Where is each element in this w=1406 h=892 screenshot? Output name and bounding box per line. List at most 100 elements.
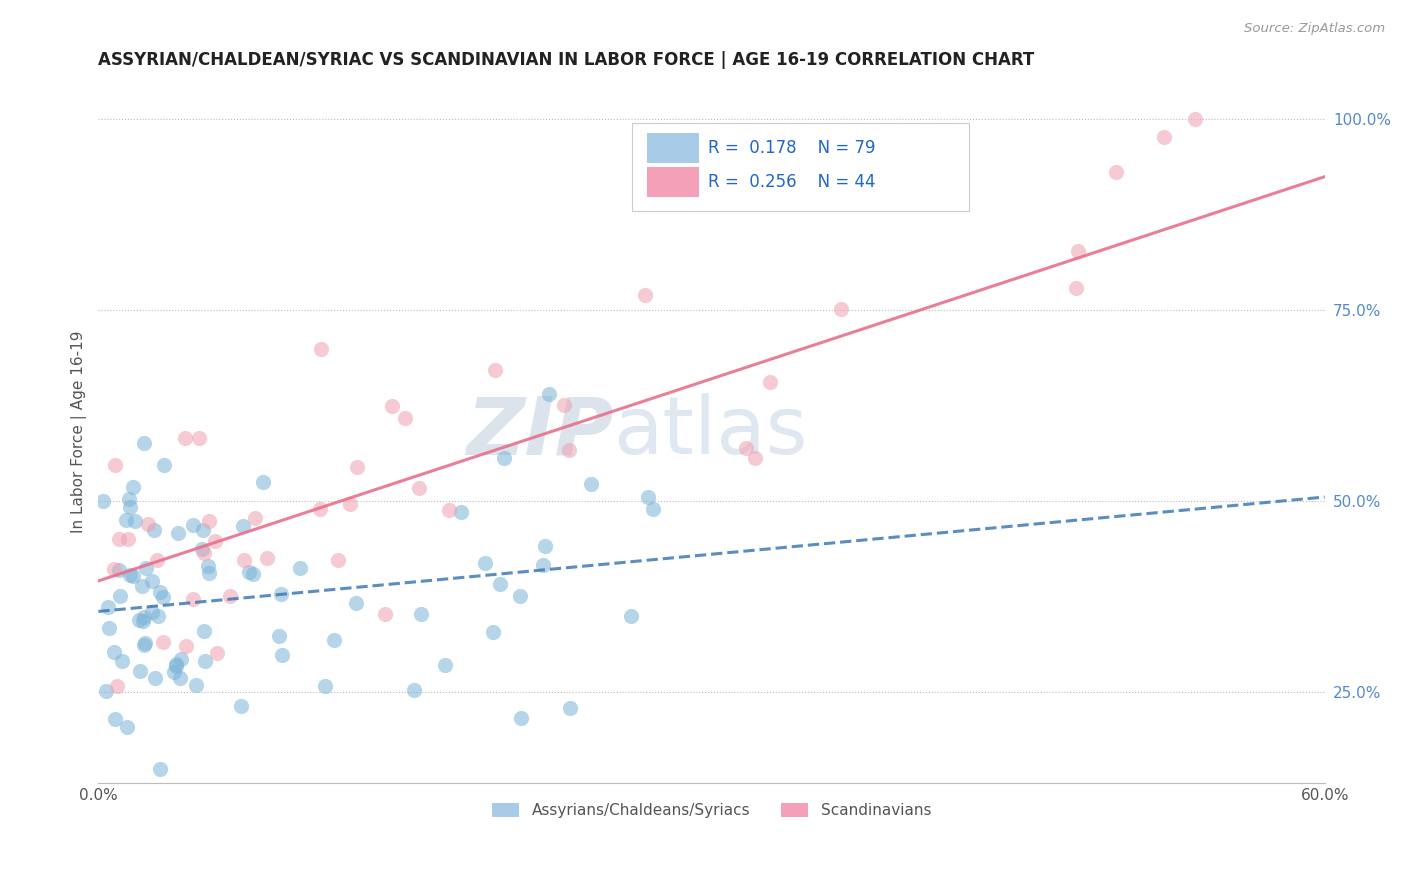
Point — [103, 645, 125, 659]
Point — [1066, 244, 1088, 258]
Point — [169, 652, 191, 666]
Point — [124, 514, 146, 528]
Y-axis label: In Labor Force | Age 16-19: In Labor Force | Age 16-19 — [72, 331, 87, 533]
Point — [108, 590, 131, 604]
Point — [131, 579, 153, 593]
FancyBboxPatch shape — [647, 167, 699, 197]
Point — [104, 712, 127, 726]
Point — [146, 553, 169, 567]
Point — [152, 591, 174, 605]
Point — [148, 609, 170, 624]
Point — [557, 443, 579, 458]
Point — [187, 431, 209, 445]
Point — [935, 168, 957, 182]
Point — [579, 477, 602, 491]
Point — [735, 441, 758, 455]
Point — [288, 561, 311, 575]
Point — [132, 436, 155, 450]
Point — [141, 605, 163, 619]
Point — [97, 622, 120, 636]
Point — [531, 558, 554, 573]
Point — [484, 363, 506, 377]
Point — [758, 376, 780, 390]
Point — [197, 559, 219, 574]
Point — [165, 658, 187, 673]
Point — [205, 646, 228, 660]
Point — [256, 551, 278, 566]
Point — [326, 553, 349, 567]
Point — [242, 566, 264, 581]
Point — [174, 640, 197, 654]
Point — [198, 514, 221, 528]
Point — [537, 387, 560, 401]
Point — [553, 398, 575, 412]
Point — [243, 511, 266, 525]
Point — [107, 532, 129, 546]
Point — [184, 677, 207, 691]
Point — [411, 607, 433, 621]
Point — [132, 614, 155, 628]
Point — [163, 665, 186, 679]
Point — [118, 500, 141, 514]
Point — [394, 411, 416, 425]
Point — [494, 451, 516, 466]
Point — [96, 683, 118, 698]
Point — [267, 629, 290, 643]
Point — [641, 501, 664, 516]
Point — [204, 534, 226, 549]
Point — [120, 568, 142, 582]
Point — [115, 720, 138, 734]
Point — [231, 698, 253, 713]
Point — [238, 565, 260, 579]
Text: ZIP: ZIP — [465, 393, 613, 471]
Text: R =  0.178    N = 79: R = 0.178 N = 79 — [707, 139, 876, 157]
Point — [534, 539, 557, 553]
Point — [104, 458, 127, 473]
Point — [193, 624, 215, 639]
Point — [232, 519, 254, 533]
Point — [560, 701, 582, 715]
Point — [149, 762, 172, 776]
Point — [132, 610, 155, 624]
Point — [153, 458, 176, 472]
Point — [165, 657, 187, 671]
Point — [103, 562, 125, 576]
Point — [141, 574, 163, 588]
FancyBboxPatch shape — [631, 123, 969, 211]
Point — [374, 607, 396, 622]
Point — [193, 546, 215, 560]
Point — [450, 505, 472, 519]
Point — [620, 609, 643, 624]
Point — [637, 491, 659, 505]
Point — [270, 587, 292, 601]
Point — [252, 475, 274, 489]
Text: Source: ZipAtlas.com: Source: ZipAtlas.com — [1244, 22, 1385, 36]
Point — [1184, 112, 1206, 127]
Point — [191, 523, 214, 537]
Point — [830, 302, 852, 317]
Point — [143, 523, 166, 537]
Point — [134, 638, 156, 652]
Point — [408, 481, 430, 495]
Text: ASSYRIAN/CHALDEAN/SYRIAC VS SCANDINAVIAN IN LABOR FORCE | AGE 16-19 CORRELATION : ASSYRIAN/CHALDEAN/SYRIAC VS SCANDINAVIAN… — [98, 51, 1035, 69]
Point — [1066, 281, 1088, 295]
Point — [474, 556, 496, 570]
Point — [134, 635, 156, 649]
Point — [197, 566, 219, 580]
Point — [323, 633, 346, 648]
Point — [194, 655, 217, 669]
Point — [381, 399, 404, 413]
Text: atlas: atlas — [613, 393, 808, 471]
Point — [135, 561, 157, 575]
Point — [169, 671, 191, 685]
Point — [482, 625, 505, 640]
Point — [744, 450, 766, 465]
Point — [121, 480, 143, 494]
Point — [152, 634, 174, 648]
Point — [108, 563, 131, 577]
Point — [97, 599, 120, 614]
Point — [173, 431, 195, 445]
Point — [309, 502, 332, 516]
Point — [633, 288, 655, 302]
Point — [105, 679, 128, 693]
